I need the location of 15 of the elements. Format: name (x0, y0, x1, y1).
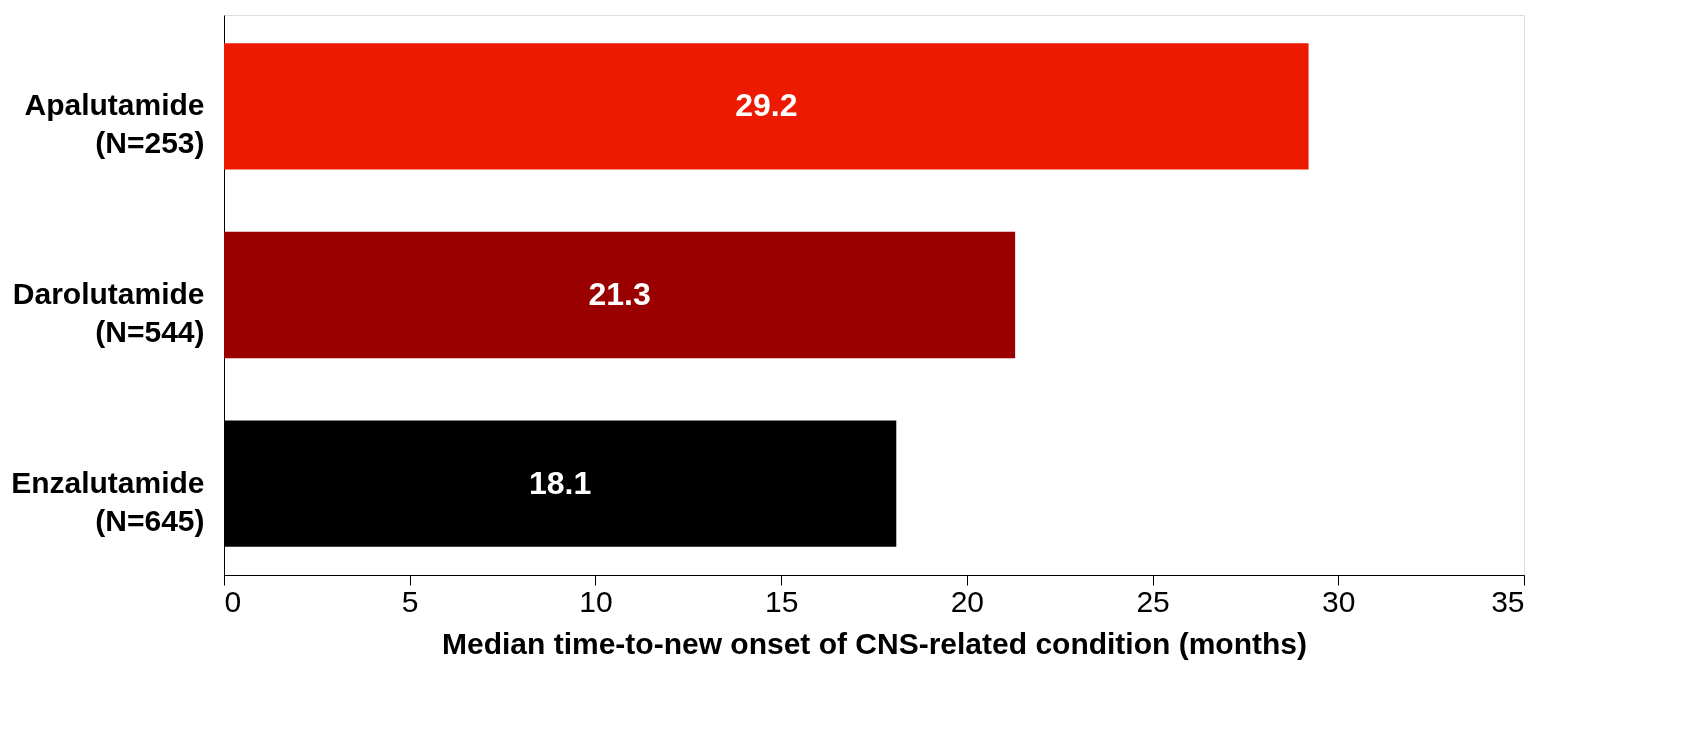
y-tick-label: Darolutamide (N=544) (12, 277, 205, 348)
x-tick-label: 30 (1322, 584, 1356, 618)
x-tick-label: 5 (401, 584, 419, 618)
x-tick-label: 25 (1136, 584, 1170, 618)
x-tick-label: 10 (579, 584, 613, 618)
x-tick-label: 35 (1491, 584, 1525, 618)
y-tick-label: Enzalutamide (N=645) (11, 465, 205, 537)
x-tick-label: 15 (764, 584, 799, 618)
data-label: 18.1 (529, 464, 592, 501)
data-label: 29.2 (735, 87, 798, 124)
x-tick-label: 20 (950, 584, 985, 618)
x-axis-title: Median time-to-new onset of CNS-related condition (months) (442, 626, 1307, 660)
data-label: 21.3 (588, 276, 651, 312)
x-tick-label: 0 (224, 584, 242, 618)
y-tick-label: Apalutamide (N=253) (24, 88, 205, 160)
